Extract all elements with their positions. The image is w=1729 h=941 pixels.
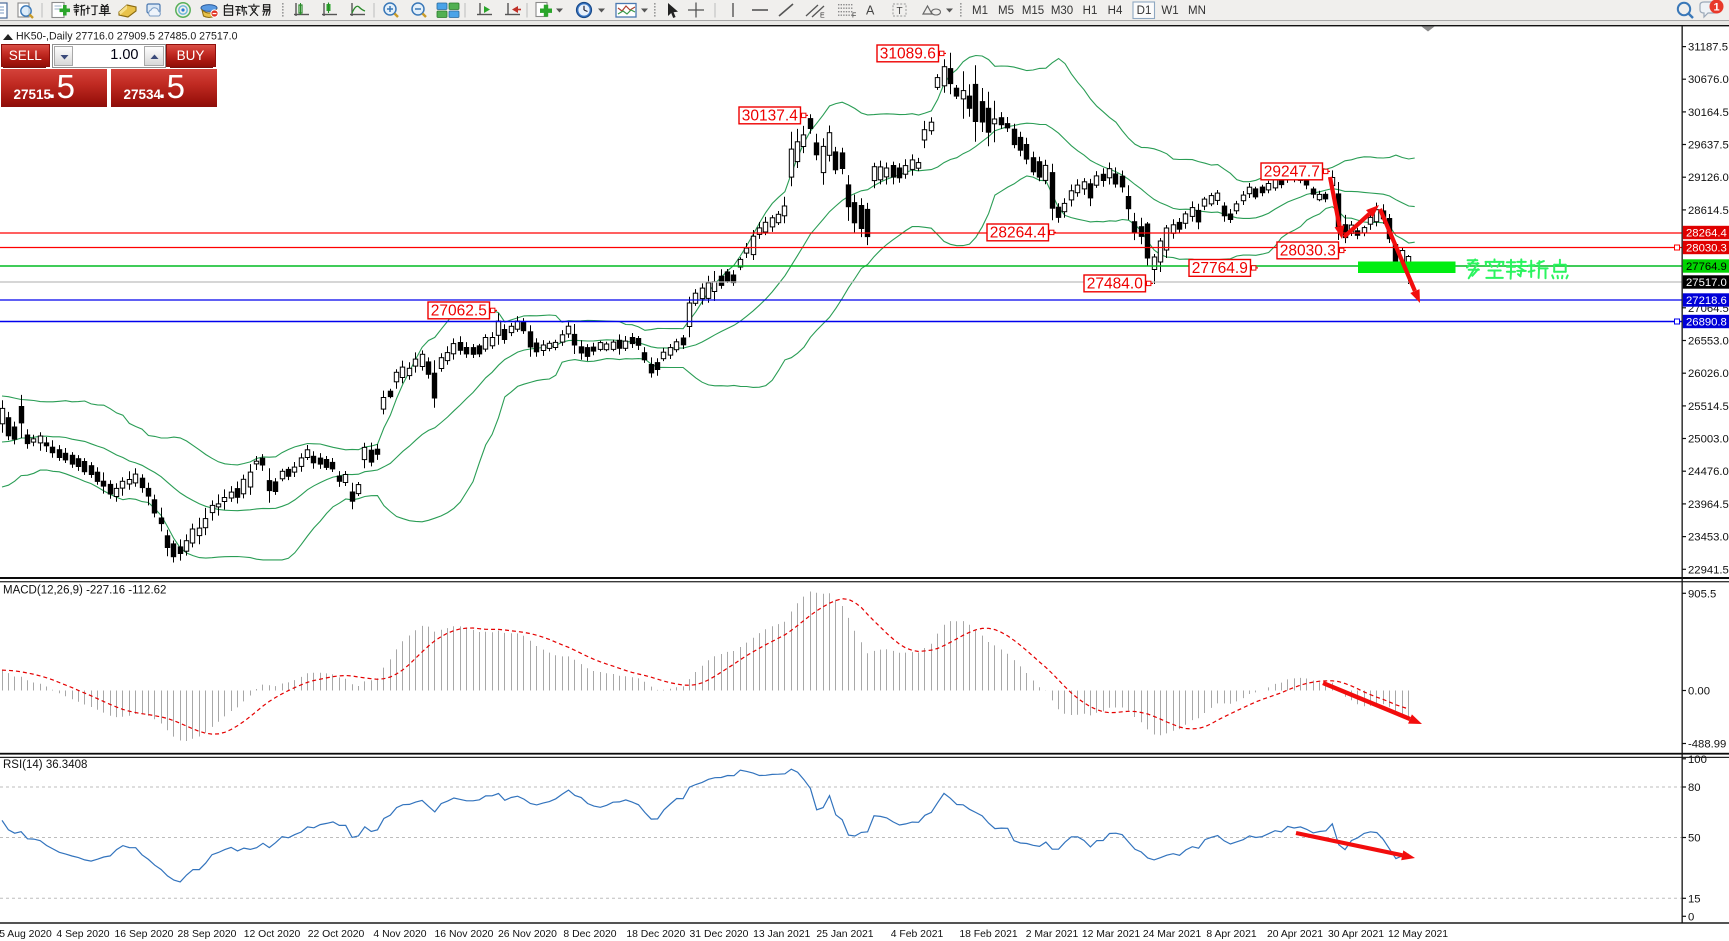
svg-text:8 Apr 2021: 8 Apr 2021	[1206, 929, 1256, 940]
svg-text:26026.0: 26026.0	[1688, 368, 1729, 380]
svg-text:18 Dec 2020: 18 Dec 2020	[626, 929, 685, 940]
svg-text:29126.0: 29126.0	[1688, 172, 1729, 184]
svg-text:4 Nov 2020: 4 Nov 2020	[373, 929, 426, 940]
svg-text:29637.5: 29637.5	[1688, 140, 1729, 152]
svg-text:29247.7: 29247.7	[1264, 164, 1320, 181]
svg-text:905.5: 905.5	[1688, 588, 1716, 600]
svg-text:50: 50	[1688, 833, 1701, 845]
svg-text:13 Jan 2021: 13 Jan 2021	[753, 929, 810, 940]
svg-text:28614.5: 28614.5	[1688, 205, 1729, 217]
svg-text:MACD(12,26,9) -227.16 -112.62: MACD(12,26,9) -227.16 -112.62	[3, 585, 166, 597]
svg-text:5 Aug 2020: 5 Aug 2020	[0, 929, 52, 940]
svg-text:M5: M5	[998, 5, 1014, 17]
svg-text:25514.5: 25514.5	[1688, 401, 1729, 413]
svg-text:T: T	[897, 6, 903, 17]
svg-text:0.00: 0.00	[1688, 686, 1710, 698]
svg-text:HK50-,Daily 27716.0 27909.5 2: HK50-,Daily 27716.0 27909.5 27485.0 2751…	[16, 31, 238, 43]
svg-text:22941.5: 22941.5	[1688, 564, 1729, 576]
svg-text:30 Apr 2021: 30 Apr 2021	[1328, 929, 1384, 940]
svg-text:27062.5: 27062.5	[431, 303, 487, 320]
svg-text:27764.9: 27764.9	[1686, 261, 1727, 273]
svg-text:22 Oct 2020: 22 Oct 2020	[308, 929, 365, 940]
svg-text:23964.5: 23964.5	[1688, 499, 1729, 511]
svg-text:M1: M1	[972, 5, 988, 17]
svg-text:16 Sep 2020: 16 Sep 2020	[115, 929, 174, 940]
svg-text:1: 1	[1713, 2, 1719, 14]
svg-text:27484.0: 27484.0	[1087, 276, 1143, 293]
svg-text:F: F	[852, 13, 856, 20]
svg-text:30137.4: 30137.4	[742, 108, 798, 125]
svg-text:27517.0: 27517.0	[1686, 277, 1727, 289]
svg-text:100: 100	[1688, 754, 1707, 766]
svg-text:0: 0	[1688, 911, 1694, 923]
svg-text:W1: W1	[1161, 5, 1178, 17]
svg-text:24 Mar 2021: 24 Mar 2021	[1143, 929, 1202, 940]
svg-text:2 Mar 2021: 2 Mar 2021	[1026, 929, 1079, 940]
svg-text:25003.0: 25003.0	[1688, 434, 1729, 446]
svg-text:H1: H1	[1083, 5, 1098, 17]
svg-text:16 Nov 2020: 16 Nov 2020	[435, 929, 494, 940]
svg-text:RSI(14) 36.3408: RSI(14) 36.3408	[3, 759, 87, 771]
svg-text:24476.0: 24476.0	[1688, 466, 1729, 478]
svg-text:27218.6: 27218.6	[1686, 295, 1727, 307]
svg-text:-488.99: -488.99	[1688, 739, 1726, 751]
svg-text:MN: MN	[1188, 5, 1206, 17]
svg-text:12 Mar 2021: 12 Mar 2021	[1082, 929, 1141, 940]
svg-text:80: 80	[1688, 782, 1701, 794]
svg-text:27764.9: 27764.9	[1192, 260, 1248, 277]
svg-text:31089.6: 31089.6	[880, 46, 936, 63]
svg-text:23453.0: 23453.0	[1688, 532, 1729, 544]
svg-text:8 Dec 2020: 8 Dec 2020	[563, 929, 616, 940]
svg-text:28 Sep 2020: 28 Sep 2020	[178, 929, 237, 940]
svg-text:15: 15	[1688, 893, 1701, 905]
svg-text:31 Dec 2020: 31 Dec 2020	[690, 929, 749, 940]
svg-text:26553.0: 26553.0	[1688, 336, 1729, 348]
svg-text:M30: M30	[1051, 5, 1073, 17]
svg-text:28264.4: 28264.4	[990, 225, 1046, 242]
svg-text:D1: D1	[1137, 5, 1152, 17]
svg-text:26 Nov 2020: 26 Nov 2020	[498, 929, 557, 940]
svg-text:30164.5: 30164.5	[1688, 107, 1729, 119]
svg-text:18 Feb 2021: 18 Feb 2021	[959, 929, 1018, 940]
svg-text:4 Sep 2020: 4 Sep 2020	[56, 929, 109, 940]
svg-text:28030.3: 28030.3	[1686, 243, 1727, 255]
svg-text:25 Jan 2021: 25 Jan 2021	[816, 929, 873, 940]
svg-text:A: A	[866, 4, 875, 18]
svg-text:12 Oct 2020: 12 Oct 2020	[244, 929, 301, 940]
svg-text:E: E	[820, 13, 825, 20]
svg-text:M15: M15	[1022, 5, 1044, 17]
svg-text:30676.0: 30676.0	[1688, 74, 1729, 86]
svg-text:28264.4: 28264.4	[1686, 228, 1727, 240]
svg-text:26890.8: 26890.8	[1686, 317, 1727, 329]
svg-text:H4: H4	[1108, 5, 1123, 17]
svg-text:31187.5: 31187.5	[1688, 42, 1728, 54]
svg-text:4 Feb 2021: 4 Feb 2021	[891, 929, 944, 940]
svg-text:20 Apr 2021: 20 Apr 2021	[1267, 929, 1323, 940]
svg-text:12 May 2021: 12 May 2021	[1388, 929, 1448, 940]
svg-text:28030.3: 28030.3	[1280, 243, 1336, 260]
